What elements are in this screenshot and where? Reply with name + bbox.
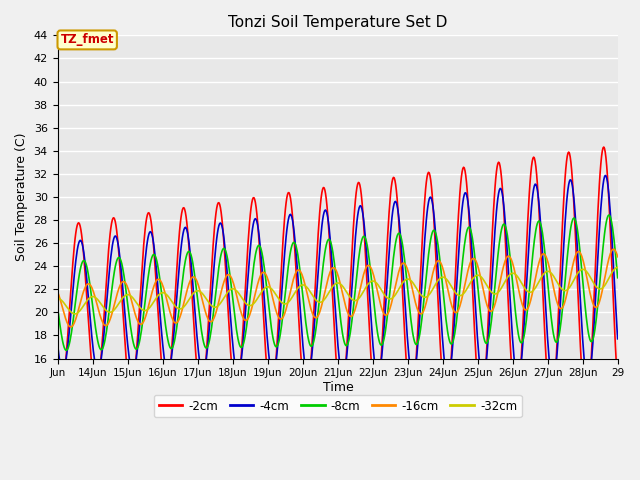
- -8cm: [428, 233, 435, 239]
- Legend: -2cm, -4cm, -8cm, -16cm, -32cm: -2cm, -4cm, -8cm, -16cm, -32cm: [154, 395, 522, 417]
- -32cm: [223, 290, 231, 296]
- -16cm: [223, 273, 231, 278]
- -32cm: [396, 284, 404, 290]
- -2cm: [582, 407, 590, 412]
- -16cm: [396, 265, 404, 271]
- -8cm: [54, 304, 61, 310]
- -32cm: [272, 292, 280, 298]
- -2cm: [222, 276, 230, 282]
- -8cm: [614, 275, 621, 281]
- -16cm: [609, 246, 617, 252]
- -8cm: [251, 256, 259, 262]
- -8cm: [605, 212, 612, 218]
- Title: Tonzi Soil Temperature Set D: Tonzi Soil Temperature Set D: [228, 15, 447, 30]
- -4cm: [222, 258, 230, 264]
- -2cm: [396, 228, 403, 233]
- -32cm: [54, 296, 61, 301]
- -16cm: [54, 288, 61, 294]
- -4cm: [120, 291, 127, 297]
- -8cm: [272, 344, 280, 349]
- -2cm: [250, 195, 258, 201]
- Line: -16cm: -16cm: [58, 249, 618, 327]
- -4cm: [54, 341, 61, 347]
- Text: TZ_fmet: TZ_fmet: [60, 34, 114, 47]
- -32cm: [428, 288, 435, 294]
- Line: -8cm: -8cm: [58, 215, 618, 350]
- -16cm: [67, 324, 74, 330]
- -2cm: [120, 315, 127, 321]
- -8cm: [63, 348, 70, 353]
- Line: -32cm: -32cm: [58, 267, 618, 314]
- -4cm: [614, 336, 621, 342]
- Line: -4cm: -4cm: [58, 176, 618, 381]
- X-axis label: Time: Time: [323, 381, 353, 394]
- -4cm: [396, 219, 403, 225]
- -8cm: [120, 273, 128, 278]
- -16cm: [614, 254, 621, 260]
- -32cm: [614, 264, 621, 270]
- -8cm: [223, 253, 231, 259]
- -2cm: [271, 368, 279, 373]
- Line: -2cm: -2cm: [58, 147, 618, 409]
- -4cm: [584, 378, 591, 384]
- -2cm: [427, 177, 435, 183]
- Y-axis label: Soil Temperature (C): Soil Temperature (C): [15, 132, 28, 261]
- -16cm: [120, 279, 128, 285]
- -16cm: [251, 293, 259, 299]
- -2cm: [614, 382, 621, 388]
- -32cm: [251, 300, 259, 305]
- -4cm: [250, 218, 258, 224]
- -4cm: [427, 194, 435, 200]
- -4cm: [271, 365, 279, 371]
- -2cm: [54, 369, 61, 375]
- -32cm: [71, 311, 79, 317]
- -4cm: [602, 173, 609, 179]
- -2cm: [600, 144, 607, 150]
- -16cm: [428, 276, 435, 282]
- -8cm: [396, 231, 404, 237]
- -32cm: [120, 294, 128, 300]
- -16cm: [272, 307, 280, 313]
